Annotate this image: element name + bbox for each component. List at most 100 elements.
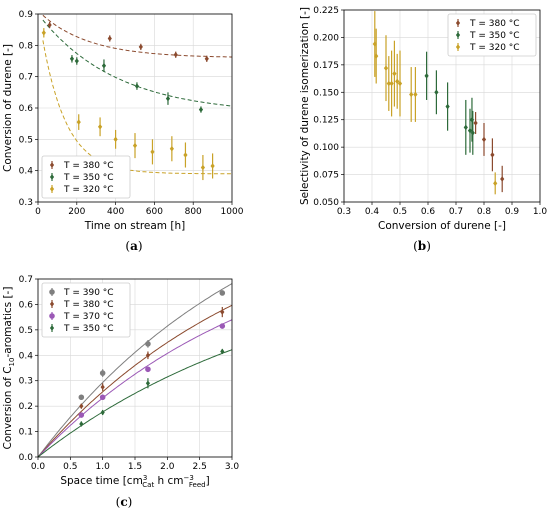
legend-label: T = 320 °C [469, 43, 520, 53]
x-tick-label: 1.0 [96, 462, 111, 472]
chart-panel-1: 0 200 400 600 800 1000 0.3 0.4 0.5 0.6 0.7 0.8 0.9 Ti… [2, 10, 244, 253]
x-tick-label: 0.4 [365, 207, 380, 217]
series-2 [79, 306, 225, 409]
data-point [145, 366, 151, 373]
y-tick-label: 0.125 [313, 116, 339, 126]
data-point [413, 91, 418, 98]
data-point [386, 80, 391, 87]
data-point [99, 394, 106, 401]
data-point [165, 95, 171, 102]
y-tick-label: 0.9 [19, 10, 34, 20]
data-point [204, 56, 209, 62]
y-tick-label: 0.175 [313, 61, 339, 71]
data-point [473, 120, 478, 126]
data-point [500, 176, 505, 182]
legend-marker [49, 301, 55, 307]
data-point [467, 127, 473, 134]
legend-label: T = 380 °C [469, 19, 520, 29]
y-tick-label: 0.150 [313, 88, 339, 98]
y-tick-label: 0.075 [313, 171, 339, 181]
data-point [434, 89, 439, 96]
legend-marker [49, 162, 55, 168]
legend: T = 390 °C T = 380 °C T = 370 °C T = 350 °C [41, 282, 131, 338]
data-point [220, 348, 225, 355]
legend: T = 380 °C T = 350 °C T = 320 °C [41, 155, 131, 199]
data-point [490, 152, 495, 158]
fit-curve-3 [37, 319, 233, 458]
data-point [150, 149, 155, 155]
data-point [493, 180, 498, 187]
fit-curve-2 [42, 19, 233, 107]
data-point [145, 352, 151, 359]
x-tick-label: 3.0 [225, 462, 240, 472]
x-tick-label: 0.5 [393, 207, 407, 217]
series-2 [69, 55, 204, 113]
y-axis-label: Selectivity of durene isomerization [-] [299, 7, 311, 205]
x-tick-label: 1.5 [128, 462, 142, 472]
data-point [200, 164, 205, 171]
data-point [481, 136, 487, 143]
x-axis-label: Space time [cm3 Cat h cm−3 Feed] [60, 474, 209, 489]
data-point [183, 152, 188, 158]
y-tick-label: 0.225 [313, 6, 339, 16]
data-point [392, 70, 397, 77]
chart-panel-2: 0.3 0.4 0.5 0.6 0.7 0.8 0.9 1.0 0.050 0.075 0.100 0… [299, 6, 547, 253]
y-tick-label: 0.7 [19, 73, 33, 83]
x-tick-label: 0.3 [337, 207, 351, 217]
data-point [100, 384, 105, 390]
x-tick-label: 200 [68, 207, 85, 217]
legend-label: T = 320 °C [63, 185, 114, 195]
legend-marker [455, 20, 461, 26]
y-axis-label: Conversion of durene [-] [2, 44, 14, 172]
x-tick-label: 0 [35, 207, 41, 217]
x-tick-label: 0.7 [449, 207, 463, 217]
data-point [374, 53, 379, 59]
data-point [69, 56, 75, 62]
series-3 [41, 28, 215, 181]
data-point [145, 341, 151, 347]
data-point [100, 409, 105, 416]
data-point [198, 106, 204, 113]
data-point [101, 62, 107, 69]
y-tick-label: 0.050 [313, 198, 339, 208]
data-point [132, 142, 138, 149]
data-point [383, 65, 389, 71]
y-axis-label: Conversion of C10-aromatics [-] [2, 287, 16, 450]
x-tick-label: 0.8 [477, 207, 492, 217]
y-tick-label: 0.100 [313, 143, 339, 153]
data-point [409, 91, 414, 98]
panel-label: (b) [413, 239, 431, 253]
panel-label: (a) [125, 239, 142, 253]
legend-label: T = 350 °C [63, 324, 114, 334]
plot-frame [343, 9, 541, 203]
data-point [372, 41, 377, 47]
data-point [107, 35, 112, 42]
plot-frame [37, 278, 233, 458]
data-point [463, 124, 468, 131]
legend-label: T = 370 °C [63, 312, 114, 322]
legend-label: T = 380 °C [63, 300, 114, 310]
x-tick-label: 2.0 [160, 462, 175, 472]
x-axis-label: Conversion of durene [-] [378, 220, 506, 232]
data-point [445, 103, 450, 110]
series-3 [78, 323, 226, 418]
data-point [113, 136, 118, 143]
data-point [397, 80, 403, 87]
data-point [79, 403, 84, 409]
panel-label: (c) [116, 495, 133, 509]
series-3 [372, 11, 498, 195]
data-point [169, 145, 174, 152]
chart-panel-3: 0.0 0.5 1.0 1.5 2.0 2.5 3.0 0.0 0.1 0.2 0.3 0.4 0.5 0… [2, 275, 239, 509]
legend-marker [455, 44, 461, 50]
fit-curve-3 [42, 40, 232, 175]
series-4 [79, 348, 225, 427]
legend-marker [49, 325, 55, 331]
legend-marker [49, 186, 55, 192]
y-tick-label: 0.5 [19, 135, 33, 145]
y-tick-label: 0.2 [19, 402, 33, 412]
fit-curve-4 [37, 349, 233, 458]
data-point [97, 124, 103, 130]
legend-marker [49, 313, 55, 319]
x-tick-label: 0.9 [505, 207, 520, 217]
